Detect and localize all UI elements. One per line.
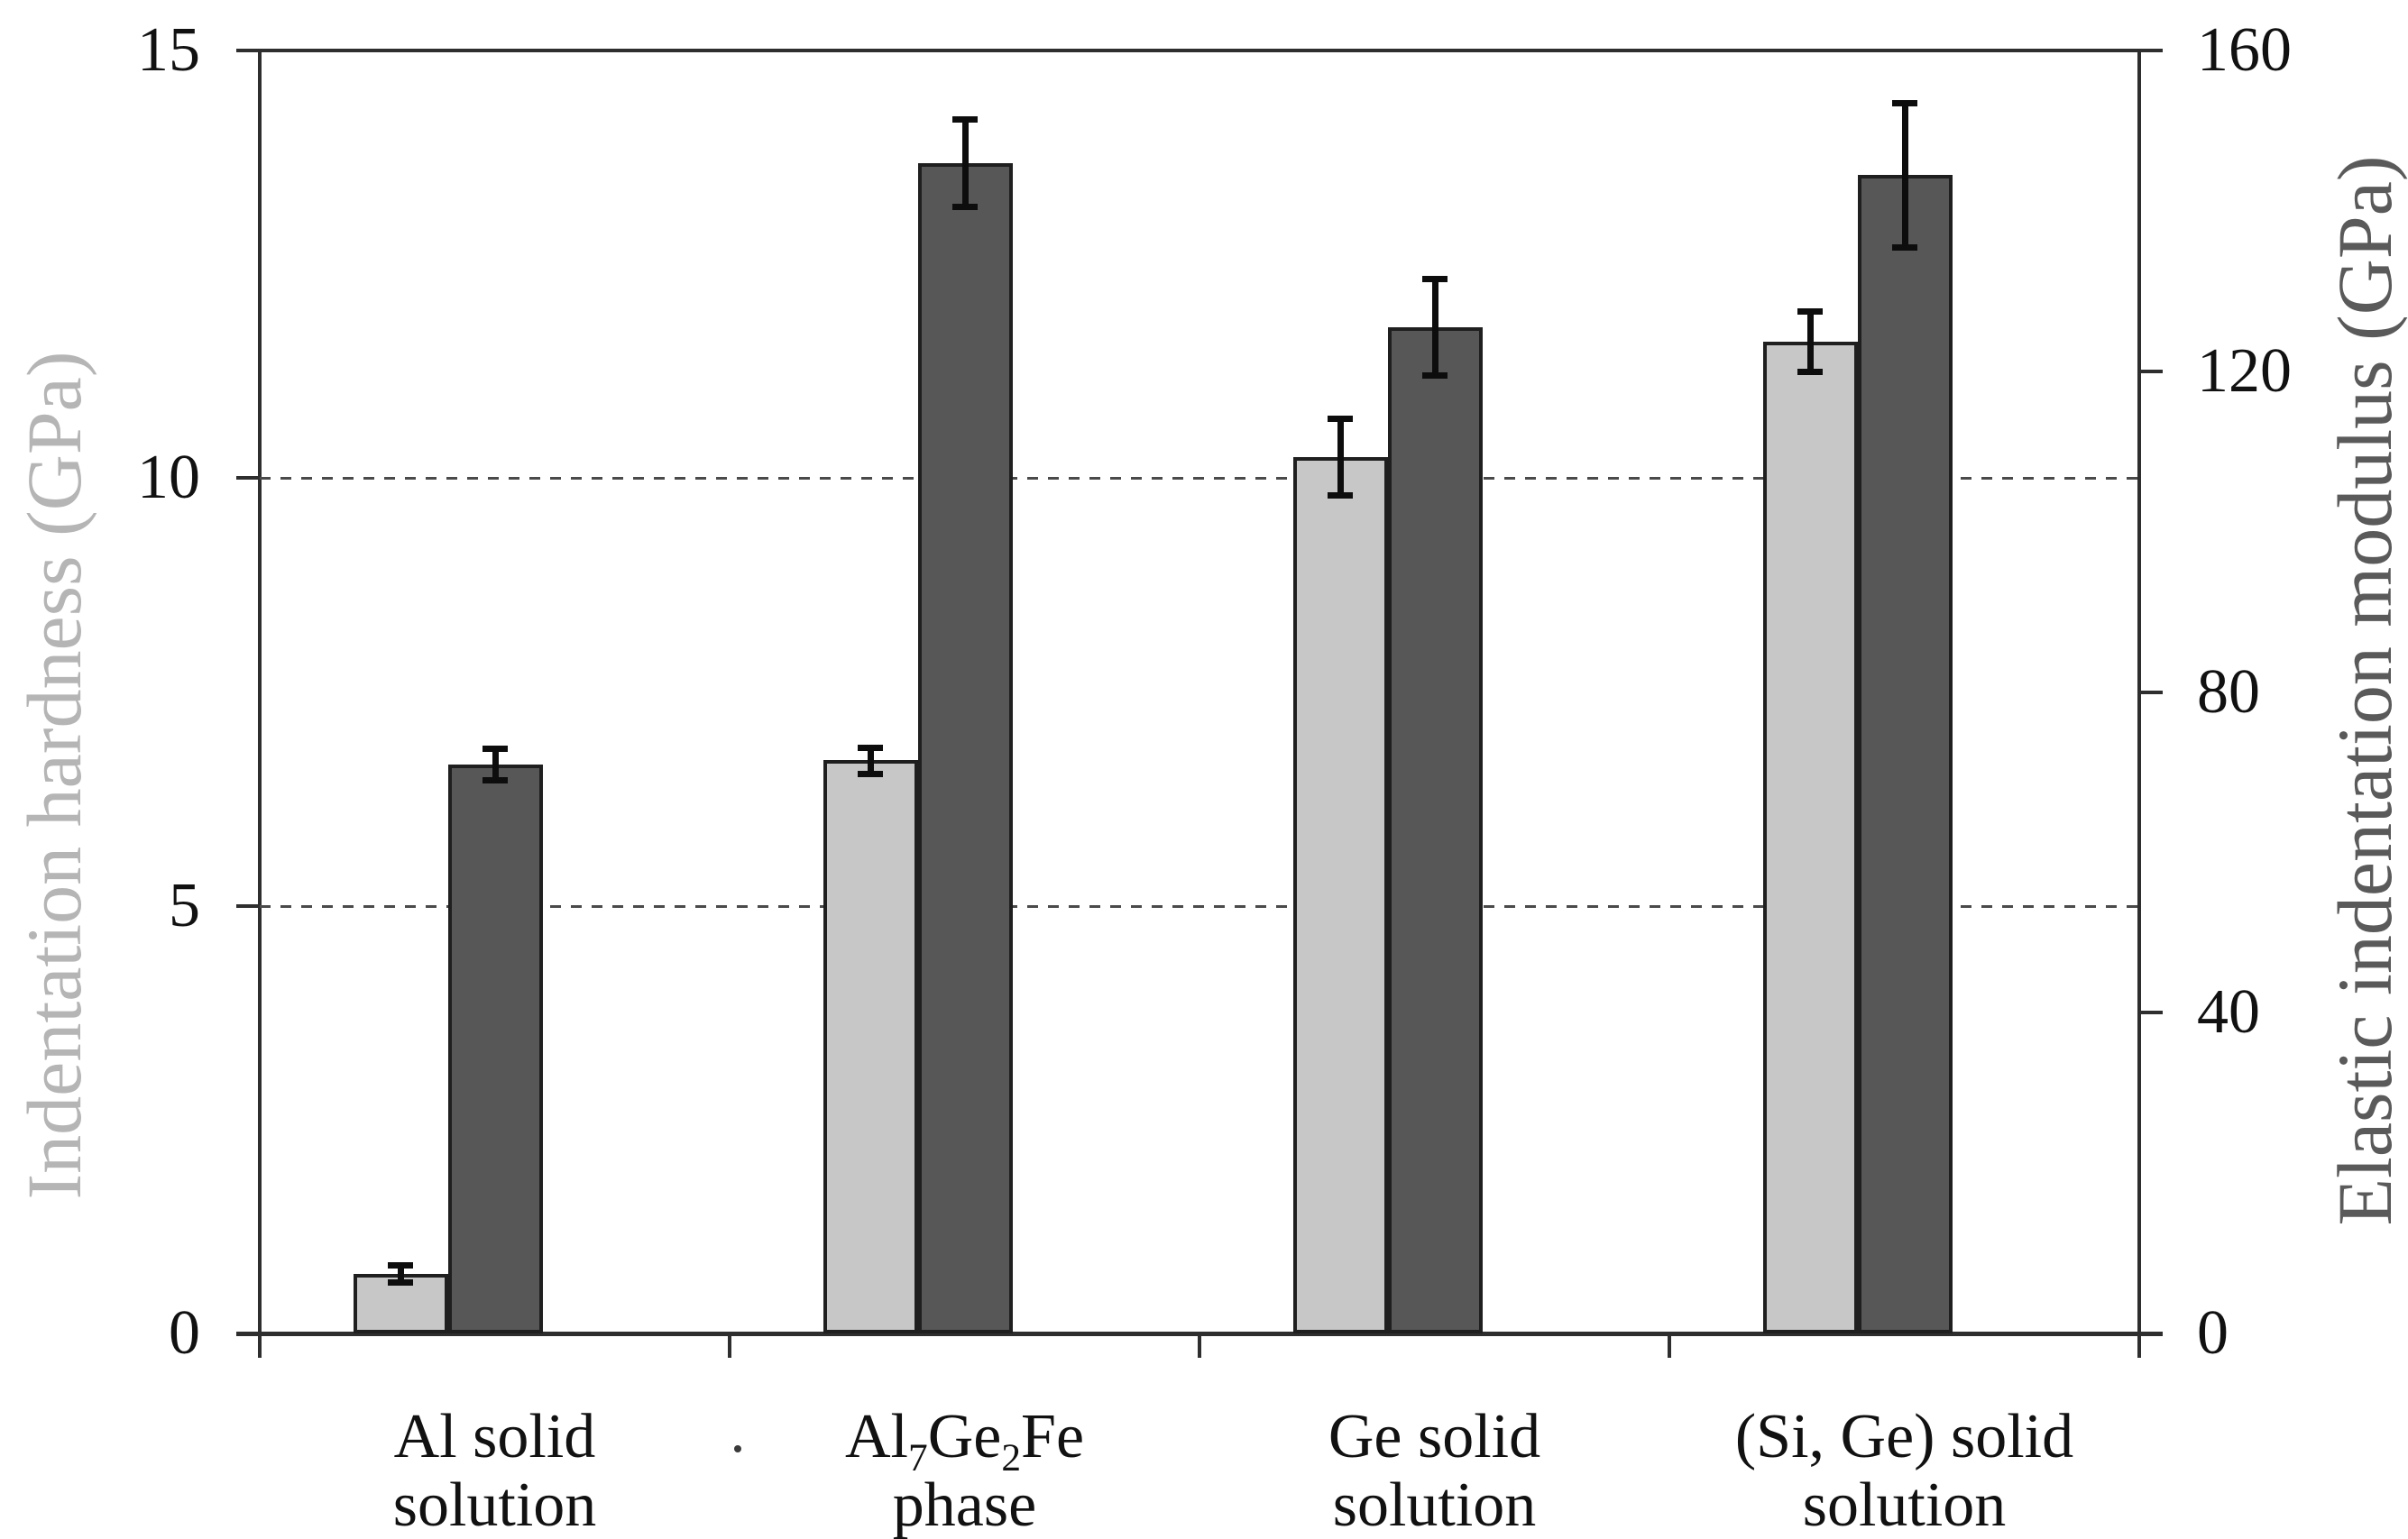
left-axis-tick-5 (236, 903, 260, 908)
right-tick-label-0: 0 (2197, 1298, 2229, 1368)
category-label-line: solution (392, 1470, 597, 1539)
error-bar-top-cap-ge-solid-solution-1 (1422, 276, 1448, 283)
right-axis-tick-160 (2139, 49, 2163, 52)
right-tick-label-40: 40 (2197, 977, 2260, 1048)
left-axis-tick-15 (236, 49, 260, 52)
left-tick-label-5: 5 (169, 870, 200, 940)
error-bar-elastic-indentation-modulus-ge-solid-solution (1431, 279, 1438, 376)
error-bar-elastic-indentation-modulus-al-solid-solution (492, 747, 499, 781)
bar-elastic-indentation-modulus-al-solid-solution (447, 764, 543, 1333)
x-axis-boundary-tick-4 (2137, 1333, 2141, 1358)
error-bar-elastic-indentation-modulus-al-7ge-2fe-phase (961, 118, 969, 207)
category-label-line: solution (1332, 1470, 1537, 1539)
bar-elastic-indentation-modulus-al-7ge-2fe-phase (917, 162, 1013, 1333)
left-tick-label-10: 10 (137, 443, 200, 513)
error-bar-top-cap-al-7ge-2fe-phase-0 (858, 745, 883, 752)
gridline-left-5 (260, 904, 2139, 908)
x-axis-boundary-tick-2 (1198, 1333, 1201, 1358)
category-label-line: solution (1802, 1470, 2007, 1539)
error-bar-indentation-hardness-al-7ge-2fe-phase (867, 747, 874, 774)
error-bar-bottom-cap-ge-solid-solution-1 (1422, 372, 1448, 380)
left-tick-label-15: 15 (137, 15, 200, 85)
error-bar-bottom-cap-al-7ge-2fe-phase-0 (858, 770, 883, 777)
category-label-si-ge-solid-solution: (Si, Ge) solid solution (1616, 1403, 2193, 1539)
error-bar-top-cap-al-solid-solution-0 (388, 1262, 413, 1269)
left-axis-tick-10 (236, 476, 260, 481)
bar-indentation-hardness-ge-solid-solution (1292, 456, 1388, 1333)
error-bar-bottom-cap-si-ge-solid-solution-0 (1797, 368, 1823, 375)
category-label-line: Al7Ge2Fe (844, 1402, 1085, 1479)
bar-indentation-hardness-si-ge-solid-solution (1762, 341, 1858, 1333)
error-bar-bottom-cap-si-ge-solid-solution-1 (1892, 243, 1917, 251)
category-label-line: Al solid (393, 1402, 596, 1471)
error-bar-bottom-cap-al-solid-solution-1 (483, 777, 508, 784)
bar-indentation-hardness-al-7ge-2fe-phase (823, 760, 918, 1333)
left-axis-tick-0 (236, 1332, 260, 1335)
left-tick-label-0: 0 (169, 1298, 200, 1368)
right-axis-tick-120 (2139, 369, 2163, 373)
x-axis-boundary-tick-1 (728, 1333, 731, 1358)
category-label-line: phase (892, 1470, 1037, 1539)
category-label-al-7ge-2fe-phase: Al7Ge2Fe phase (676, 1403, 1254, 1539)
error-bar-top-cap-al-7ge-2fe-phase-1 (952, 115, 978, 123)
error-bar-top-cap-si-ge-solid-solution-1 (1892, 99, 1917, 106)
error-bar-top-cap-al-solid-solution-1 (483, 745, 508, 752)
gridline-left-10 (260, 477, 2139, 481)
right-tick-label-80: 80 (2197, 656, 2260, 727)
error-bar-top-cap-ge-solid-solution-0 (1328, 415, 1353, 422)
right-tick-label-120: 120 (2197, 335, 2292, 406)
x-axis-boundary-tick-0 (258, 1333, 262, 1358)
bar-indentation-hardness-al-solid-solution (353, 1273, 448, 1333)
error-bar-indentation-hardness-al-solid-solution (397, 1265, 404, 1283)
stray-dot-artifact (734, 1445, 741, 1452)
category-label-line: (Si, Ge) solid (1734, 1402, 2074, 1471)
bar-elastic-indentation-modulus-si-ge-solid-solution (1857, 174, 1953, 1333)
error-bar-bottom-cap-al-solid-solution-0 (388, 1279, 413, 1287)
category-label-al-solid-solution: Al solid solution (207, 1403, 784, 1539)
error-bar-indentation-hardness-si-ge-solid-solution (1806, 311, 1814, 371)
error-bar-bottom-cap-ge-solid-solution-0 (1328, 492, 1353, 499)
plot-top-border (236, 49, 2139, 52)
error-bar-indentation-hardness-ge-solid-solution (1337, 417, 1344, 496)
right-tick-label-160: 160 (2197, 15, 2292, 85)
right-axis-tick-80 (2139, 690, 2163, 694)
left-axis-line (258, 50, 262, 1335)
right-axis-tick-0 (2139, 1332, 2163, 1335)
error-bar-top-cap-si-ge-solid-solution-0 (1797, 308, 1823, 316)
category-label-line: Ge solid (1328, 1402, 1541, 1471)
x-axis-boundary-tick-3 (1668, 1333, 1671, 1358)
bar-elastic-indentation-modulus-ge-solid-solution (1387, 326, 1483, 1333)
right-axis-tick-40 (2139, 1011, 2163, 1015)
error-bar-bottom-cap-al-7ge-2fe-phase-1 (952, 204, 978, 211)
error-bar-elastic-indentation-modulus-si-ge-solid-solution (1901, 102, 1908, 247)
category-label-ge-solid-solution: Ge solid solution (1146, 1403, 1723, 1539)
